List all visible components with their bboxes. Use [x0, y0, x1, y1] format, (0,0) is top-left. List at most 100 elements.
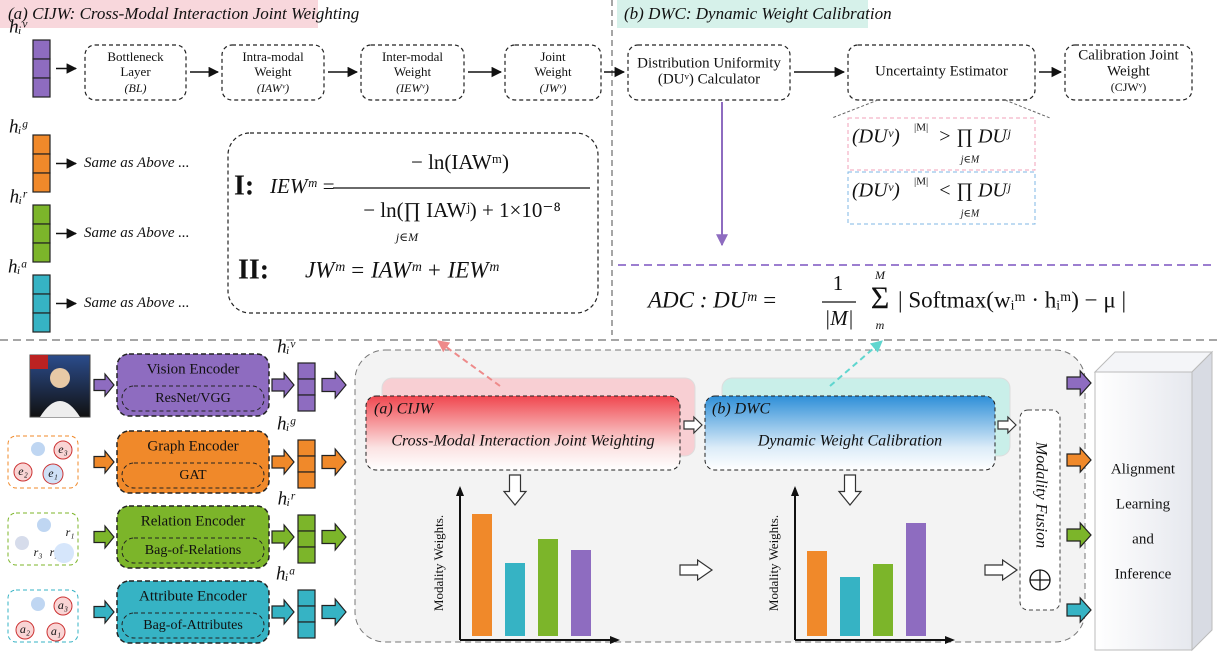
- label: IEWᵐ =: [269, 174, 336, 198]
- modality-label: hᵢᵍ: [9, 116, 29, 137]
- label: Attribute Encoder: [139, 588, 247, 604]
- label: Graph Encoder: [147, 438, 238, 454]
- diagram: (a) CIJW: Cross-Modal Interaction Joint …: [0, 0, 1217, 657]
- node: [31, 442, 45, 456]
- block-arrow: [94, 601, 114, 623]
- node-label: e₂: [18, 464, 28, 478]
- illustrative-bar: [538, 539, 558, 636]
- label: j∈M: [959, 208, 980, 219]
- label: JWᵐ = IAWᵐ + IEWᵐ: [305, 257, 499, 282]
- same-as-above: Same as Above ...: [84, 155, 190, 171]
- node-label: e₁: [48, 466, 58, 480]
- label: (JWᵛ): [540, 81, 567, 95]
- node: [31, 597, 45, 611]
- node-label: a₃: [58, 598, 68, 612]
- modality-label: hᵢʳ: [278, 488, 297, 509]
- label: |M|: [914, 176, 928, 188]
- block-arrow: [272, 450, 294, 474]
- modality-label: hᵢᵍ: [277, 413, 297, 434]
- label: |M|: [914, 122, 928, 134]
- label: Bag-of-Relations: [145, 543, 241, 558]
- label: (CJWᵛ): [1111, 80, 1147, 94]
- node-label: r₃: [34, 545, 43, 559]
- label: j∈M: [394, 230, 419, 244]
- feature-cell: [33, 275, 50, 294]
- feature-cell: [298, 456, 315, 472]
- label: (DUᵛ): [852, 126, 900, 148]
- feature-cell: [33, 294, 50, 313]
- label: I:: [234, 170, 254, 201]
- label: Weight: [1107, 63, 1151, 79]
- astronaut: [50, 368, 70, 388]
- feature-cell: [298, 622, 315, 638]
- feature-cell: [298, 515, 315, 531]
- node: [54, 543, 74, 563]
- fusion-label: Modality Fusion: [1032, 441, 1049, 548]
- node-label: a₂: [20, 622, 30, 636]
- node-label: r₁: [66, 525, 75, 539]
- feature-cell: [298, 606, 315, 622]
- modality-label: hᵢᵃ: [276, 563, 296, 584]
- block-arrow: [322, 599, 346, 625]
- feature-cell: [33, 154, 50, 173]
- label: − ln(∏ IAWʲ) + 1×10⁻⁸: [363, 198, 561, 222]
- feature-cell: [33, 135, 50, 154]
- label: and: [1132, 531, 1154, 547]
- feature-cell: [298, 590, 315, 606]
- feature-cell: [33, 224, 50, 243]
- block-arrow: [272, 600, 294, 624]
- modality-label: hᵢʳ: [10, 186, 29, 207]
- illustrative-bar: [571, 550, 591, 636]
- block-arrow: [272, 373, 294, 397]
- modality-label: hᵢᵛ: [9, 16, 28, 37]
- feature-cell: [298, 363, 315, 379]
- fan: [832, 100, 878, 118]
- label: Vision Encoder: [147, 361, 240, 377]
- illustrative-bar: [505, 563, 525, 636]
- block-arrow: [94, 526, 114, 548]
- feature-cell: [33, 313, 50, 332]
- label: (b) DWC: [712, 401, 771, 418]
- label: < ∏ DUʲ: [938, 180, 1011, 202]
- same-as-above: Same as Above ...: [84, 295, 190, 311]
- node: [15, 536, 29, 550]
- block-arrow: [272, 525, 294, 549]
- feature-cell: [33, 40, 50, 59]
- label: | Softmax(wᵢᵐ · hᵢᵐ) − μ |: [898, 287, 1126, 312]
- label: GAT: [179, 468, 207, 483]
- label: Intra-modal: [242, 49, 304, 64]
- label: ADC : DUᵐ =: [646, 287, 777, 312]
- modality-label: hᵢᵛ: [277, 336, 296, 357]
- block-arrow: [94, 374, 114, 396]
- block-arrow: [322, 524, 346, 550]
- label: (IEWᵛ): [396, 81, 429, 95]
- label: Layer: [120, 64, 151, 79]
- node-label: e₃: [58, 442, 68, 456]
- block-arrow: [94, 451, 114, 473]
- label: 1: [833, 271, 844, 295]
- label: Σ: [871, 279, 890, 315]
- fan: [1005, 100, 1050, 118]
- section-title: (a) CIJW: Cross-Modal Interaction Joint …: [8, 4, 359, 23]
- feature-cell: [33, 243, 50, 262]
- label: II:: [238, 254, 269, 285]
- feature-cell: [33, 59, 50, 78]
- feature-cell: [298, 531, 315, 547]
- label: Uncertainty Estimator: [875, 63, 1008, 79]
- section-title: (b) DWC: Dynamic Weight Calibration: [624, 4, 892, 23]
- label: Learning: [1116, 496, 1171, 512]
- y-axis-label: Modality Weights.: [431, 515, 446, 611]
- label: Inference: [1115, 566, 1172, 582]
- label: ResNet/VGG: [155, 391, 230, 406]
- label: Distribution Uniformity: [637, 55, 781, 71]
- label: (DUᵛ) Calculator: [658, 71, 760, 87]
- label: (DUᵛ): [852, 180, 900, 202]
- node-label: a₁: [51, 624, 61, 638]
- label: Calibration Joint: [1078, 47, 1179, 63]
- label: Weight: [534, 64, 572, 79]
- label: (a) CIJW: [374, 401, 435, 418]
- label: Dynamic Weight Calibration: [757, 433, 942, 450]
- label: Bag-of-Attributes: [143, 618, 243, 633]
- illustrative-bar: [873, 564, 893, 636]
- label: > ∏ DUʲ: [938, 126, 1011, 148]
